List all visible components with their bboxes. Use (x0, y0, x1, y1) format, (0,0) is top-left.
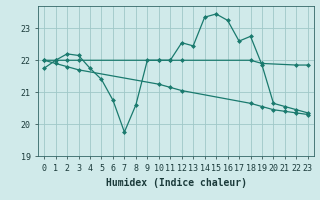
X-axis label: Humidex (Indice chaleur): Humidex (Indice chaleur) (106, 178, 246, 188)
